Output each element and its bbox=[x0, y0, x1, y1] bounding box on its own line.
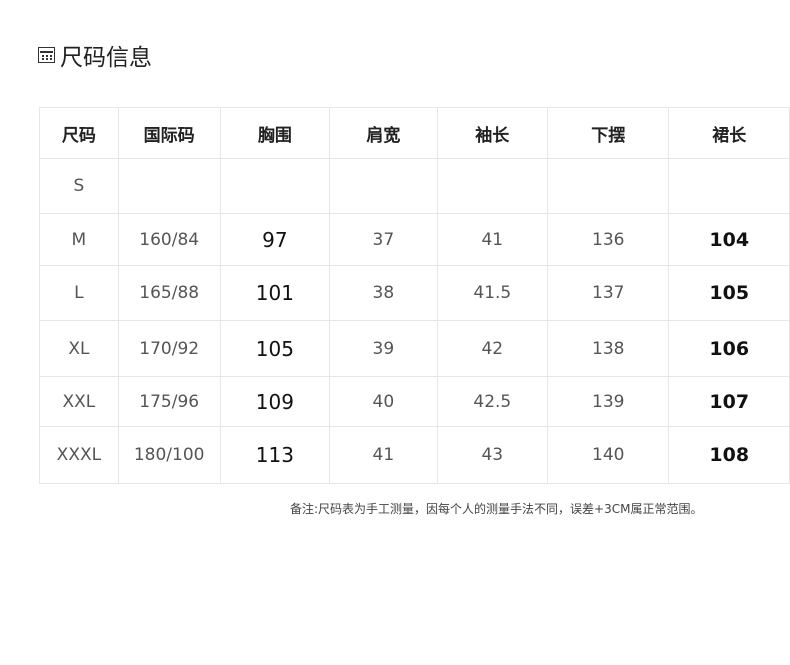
table-cell: 105 bbox=[219, 320, 331, 377]
column-header: 肩宽 bbox=[329, 107, 438, 159]
table-row: M 160/84 97 37 41 136 104 bbox=[39, 213, 790, 266]
table-cell bbox=[436, 158, 549, 214]
table-cell: 106 bbox=[668, 320, 790, 377]
table-cell: 170/92 bbox=[117, 320, 221, 377]
table-cell: 175/96 bbox=[117, 376, 221, 427]
table-cell: 105 bbox=[668, 265, 790, 321]
table-cell: S bbox=[39, 158, 119, 214]
table-cell: 43 bbox=[436, 426, 549, 484]
table-cell: 101 bbox=[219, 265, 331, 321]
column-header: 尺码 bbox=[39, 107, 119, 159]
table-row: L 165/88 101 38 41.5 137 105 bbox=[39, 265, 790, 321]
title-text: 尺码信息 bbox=[60, 45, 152, 71]
header-row: 尺码 国际码 胸围 肩宽 袖长 下摆 裙长 bbox=[39, 107, 790, 159]
table-cell: 165/88 bbox=[117, 265, 221, 321]
table-cell: 42.5 bbox=[436, 376, 549, 427]
table-cell: 136 bbox=[547, 213, 670, 266]
table-cell: 139 bbox=[547, 376, 670, 427]
table-cell: 39 bbox=[329, 320, 438, 377]
table-cell: 42 bbox=[436, 320, 549, 377]
table-cell: XXXL bbox=[39, 426, 119, 484]
calendar-icon bbox=[38, 47, 55, 63]
table-cell: 160/84 bbox=[117, 213, 221, 266]
column-header: 胸围 bbox=[219, 107, 331, 159]
table-row: XL 170/92 105 39 42 138 106 bbox=[39, 320, 790, 377]
note-text: 备注:尺码表为手工测量，因每个人的测量手法不同，误差+3CM属正常范围。 bbox=[290, 502, 703, 516]
table-cell: 40 bbox=[329, 376, 438, 427]
table-cell: 38 bbox=[329, 265, 438, 321]
table-cell: L bbox=[39, 265, 119, 321]
table-cell: 41 bbox=[436, 213, 549, 266]
table-cell: 140 bbox=[547, 426, 670, 484]
table-row: S bbox=[39, 158, 790, 214]
column-header: 下摆 bbox=[547, 107, 670, 159]
table-cell: 138 bbox=[547, 320, 670, 377]
table-cell bbox=[329, 158, 438, 214]
table-cell: 137 bbox=[547, 265, 670, 321]
table-cell bbox=[547, 158, 670, 214]
table-cell: XL bbox=[39, 320, 119, 377]
column-header: 袖长 bbox=[436, 107, 549, 159]
table-cell: 113 bbox=[219, 426, 331, 484]
table-cell bbox=[219, 158, 331, 214]
table-row: XXXL 180/100 113 41 43 140 108 bbox=[39, 426, 790, 484]
table-cell: 97 bbox=[219, 213, 331, 266]
table-cell: 41.5 bbox=[436, 265, 549, 321]
size-table: 尺码 国际码 胸围 肩宽 袖长 下摆 裙长 S M 160/84 97 37 41 136 104 L 165/… bbox=[39, 107, 790, 484]
column-header: 国际码 bbox=[117, 107, 221, 159]
table-cell: 37 bbox=[329, 213, 438, 266]
table-row: XXL 175/96 109 40 42.5 139 107 bbox=[39, 376, 790, 427]
table-cell: XXL bbox=[39, 376, 119, 427]
table-cell: 180/100 bbox=[117, 426, 221, 484]
section-title: 尺码信息 bbox=[38, 38, 152, 72]
table-cell: M bbox=[39, 213, 119, 266]
table-cell bbox=[668, 158, 790, 214]
table-cell: 108 bbox=[668, 426, 790, 484]
table-cell: 41 bbox=[329, 426, 438, 484]
column-header: 裙长 bbox=[668, 107, 790, 159]
table-cell bbox=[117, 158, 221, 214]
table-cell: 104 bbox=[668, 213, 790, 266]
table-cell: 109 bbox=[219, 376, 331, 427]
table-cell: 107 bbox=[668, 376, 790, 427]
